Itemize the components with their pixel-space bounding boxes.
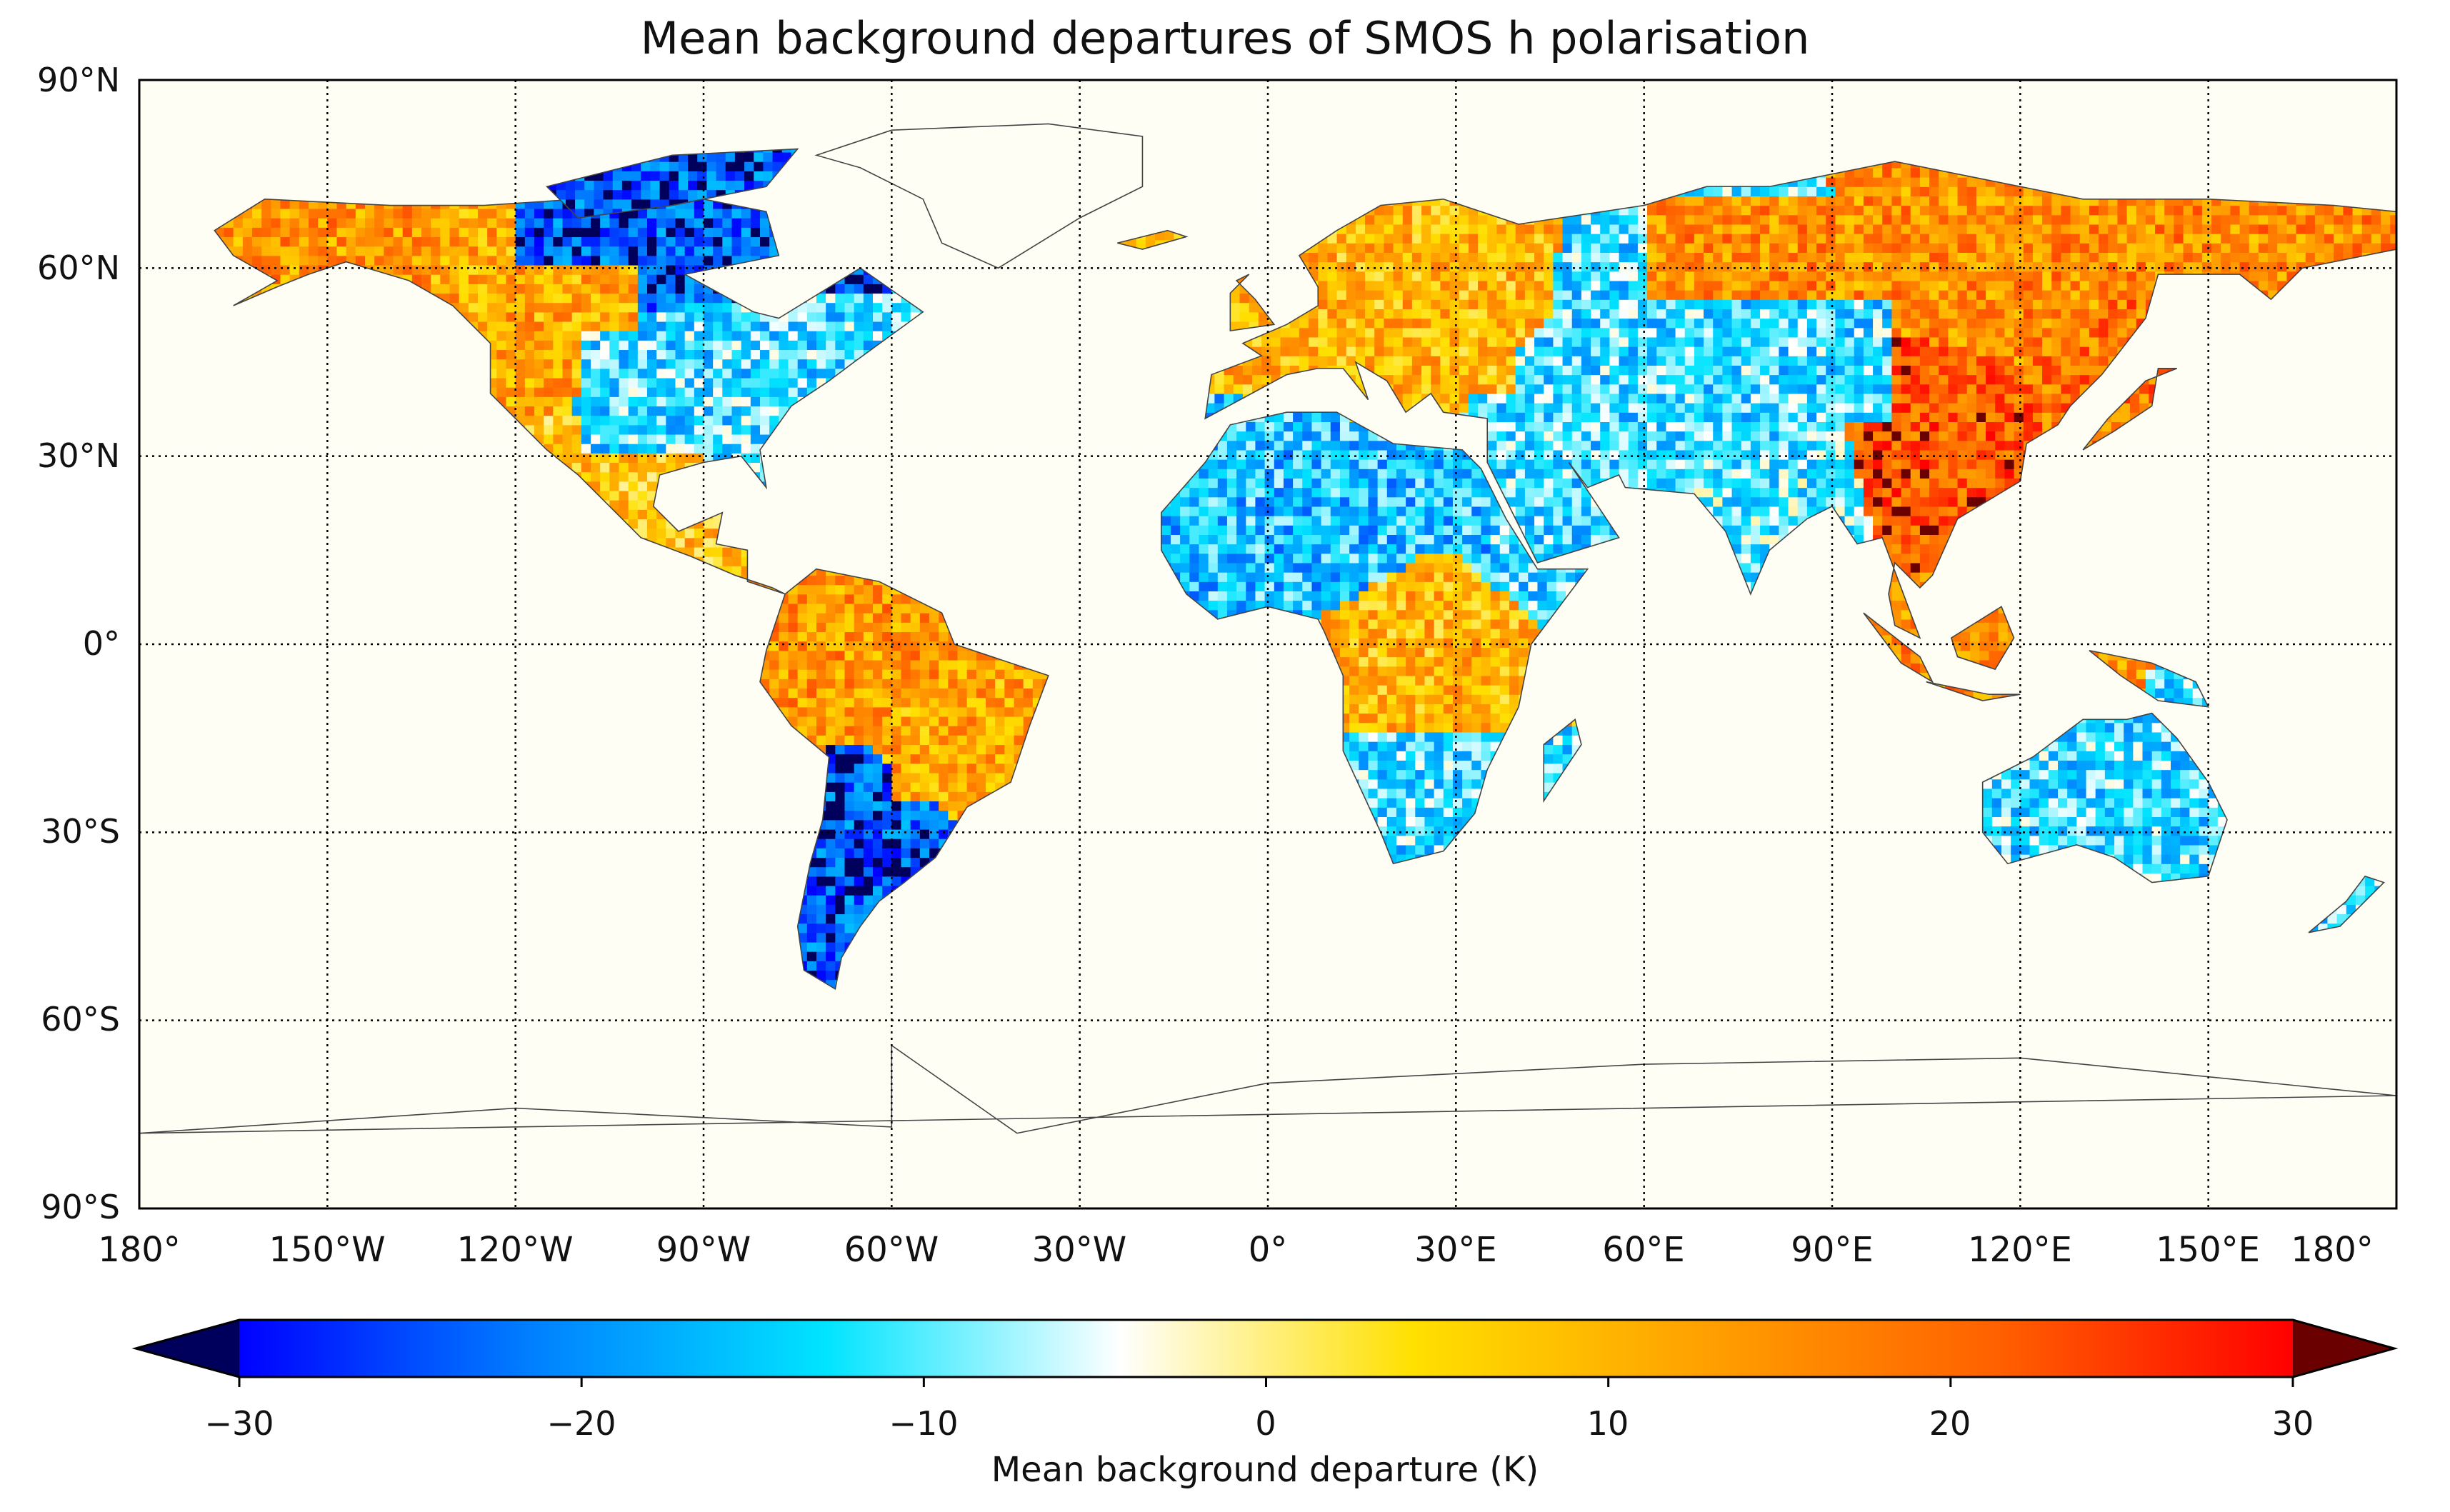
lon-label-180e: 180° (2291, 1230, 2374, 1270)
colorbar-tick-label: −20 (546, 1404, 616, 1443)
colorbar-body (239, 1320, 2293, 1377)
coastline (814, 123, 1144, 269)
colorbar-tick-label: 30 (2271, 1404, 2314, 1443)
colorbar (131, 1318, 2399, 1387)
map-title: Mean background departures of SMOS h pol… (640, 12, 1810, 64)
lon-label-30w: 30°W (1031, 1230, 1127, 1270)
colorbar-label: Mean background departure (K) (991, 1450, 1539, 1490)
lat-label-60n: 60°N (37, 249, 120, 287)
lat-label-30s: 30°S (41, 812, 120, 851)
colorbar-tick-marks (238, 1377, 2294, 1387)
map-frame (138, 79, 2398, 1210)
colorbar-tick-label: −10 (889, 1404, 959, 1443)
coastline (2308, 875, 2385, 933)
lon-label-120e: 120°E (1968, 1230, 2072, 1270)
coastline (1229, 274, 1276, 332)
colorbar-tick-label: 20 (1929, 1404, 1971, 1443)
coastline (1117, 229, 1189, 250)
colorbar-tick-label: 0 (1255, 1404, 1276, 1443)
coastline (214, 192, 924, 595)
lon-label-60w: 60°W (844, 1230, 939, 1270)
colorbar-extend-high (2293, 1320, 2394, 1377)
lon-label-60e: 60°E (1602, 1230, 1685, 1270)
lon-label-0: 0° (1248, 1230, 1288, 1270)
coastline (1543, 718, 1582, 803)
lon-label-90e: 90°E (1791, 1230, 1874, 1270)
coastline (759, 568, 1049, 991)
coastline (1981, 712, 2228, 883)
coastline (2089, 649, 2210, 708)
coastline (1204, 161, 2396, 639)
lon-label-30e: 30°E (1414, 1230, 1497, 1270)
colorbar-extend-low (136, 1320, 239, 1377)
coastline (2082, 367, 2178, 451)
lat-label-0: 0° (82, 624, 120, 663)
coastline (545, 148, 799, 219)
colorbar-tick-label: 10 (1586, 1404, 1629, 1443)
coastline (1950, 606, 2015, 671)
colorbar-tick-label: −30 (204, 1404, 274, 1443)
gridlines (139, 80, 2396, 1208)
lon-label-180w: 180° (98, 1230, 181, 1270)
lat-label-90n: 90°N (37, 61, 120, 99)
lon-label-120w: 120°W (456, 1230, 574, 1270)
coastline (1926, 681, 2021, 701)
lon-label-150w: 150°W (269, 1230, 386, 1270)
coastline (1160, 411, 1589, 865)
lat-label-30n: 30°N (37, 436, 120, 475)
coastline (1863, 612, 1934, 684)
lon-label-150e: 150°E (2156, 1230, 2260, 1270)
lat-label-60s: 60°S (41, 1000, 120, 1038)
lat-label-90s: 90°S (41, 1188, 120, 1226)
lon-label-90w: 90°W (656, 1230, 751, 1270)
